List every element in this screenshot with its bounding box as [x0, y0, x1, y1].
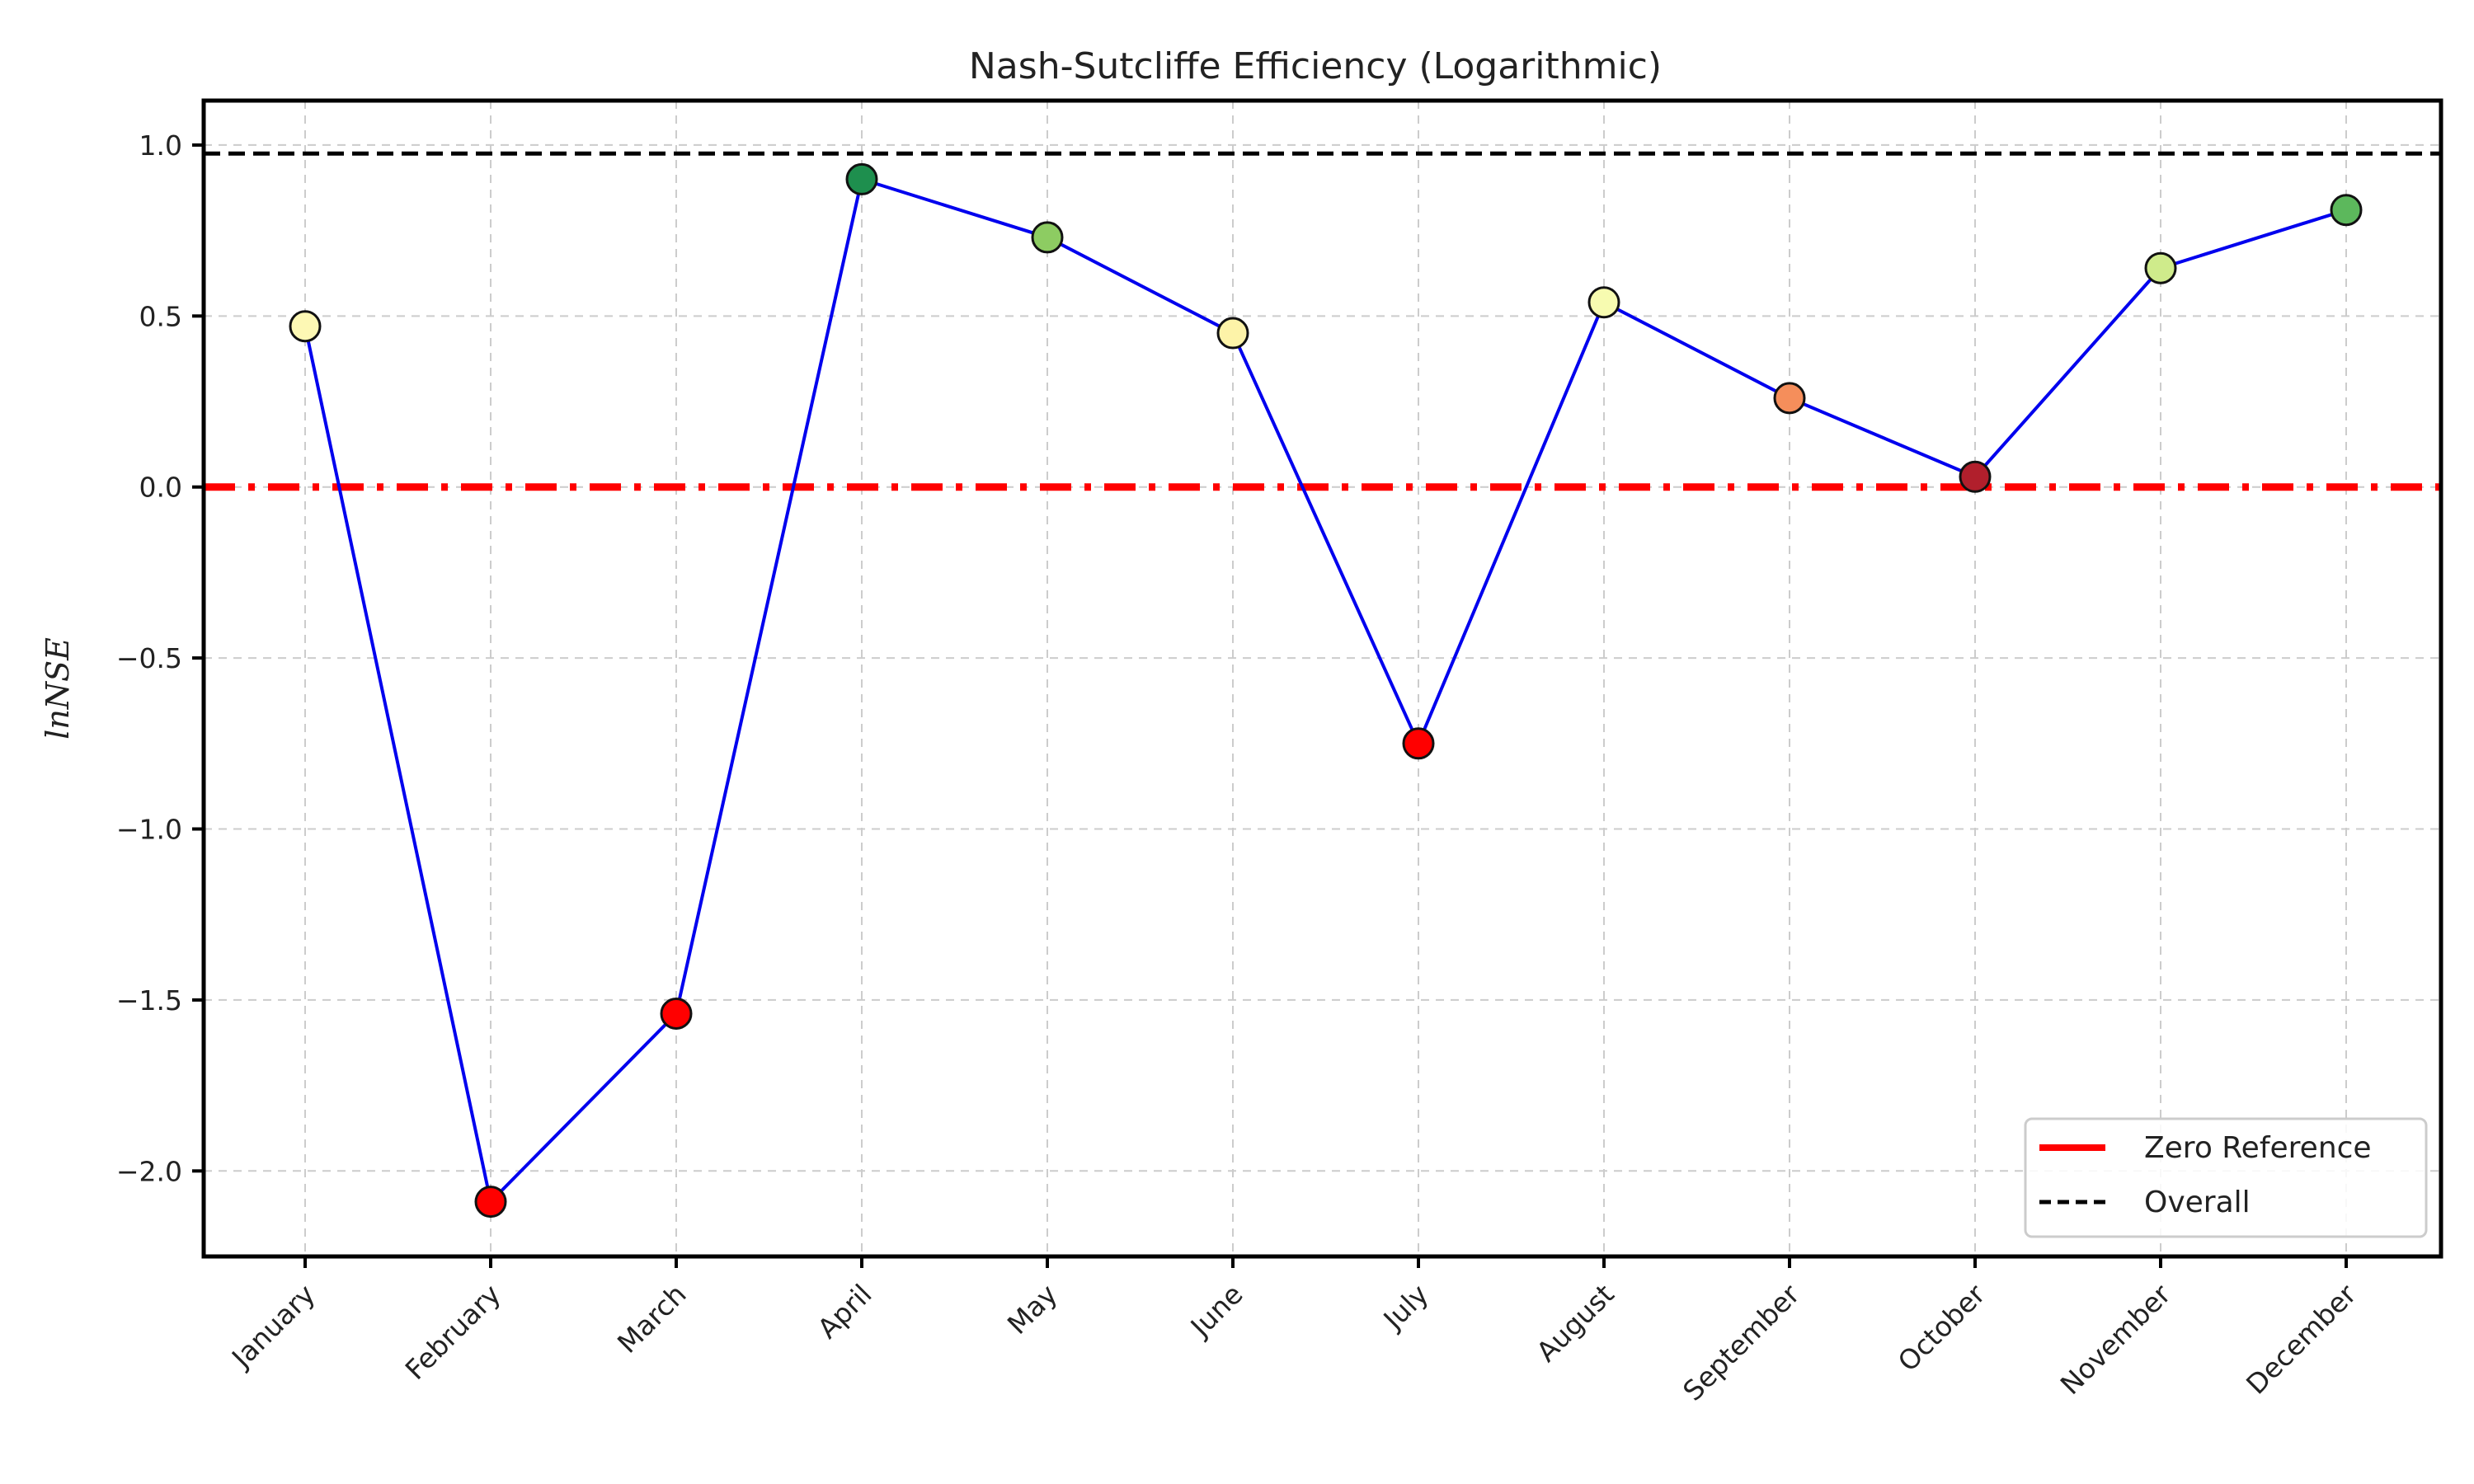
legend-label-zero-reference: Zero Reference [2144, 1131, 2372, 1165]
y-tick-label: 1.0 [139, 129, 182, 162]
legend: Zero Reference Overall [2024, 1117, 2428, 1238]
point-may [1031, 221, 1064, 254]
y-tick-label: −1.5 [116, 984, 182, 1017]
y-tick-label: 0.5 [139, 300, 182, 332]
point-april [845, 162, 878, 195]
legend-label-overall: Overall [2144, 1186, 2251, 1219]
point-june [1216, 317, 1249, 350]
series-line [303, 176, 2347, 1205]
point-july [1402, 727, 1435, 760]
y-axis-label: lnNSE [40, 637, 76, 740]
y-tick-label: −1.0 [116, 814, 182, 846]
point-march [660, 997, 693, 1030]
legend-box [2024, 1117, 2428, 1238]
point-august [1587, 286, 1620, 319]
point-december [2330, 194, 2363, 227]
point-february [474, 1186, 507, 1219]
reference-lines [204, 151, 2441, 491]
y-tick-label: 0.0 [139, 472, 182, 504]
y-tick-label: −2.0 [116, 1155, 182, 1187]
point-november [2144, 251, 2177, 284]
chart-title: Nash-Sutcliffe Efficiency (Logarithmic) [969, 45, 1662, 87]
point-january [289, 310, 322, 343]
y-axis: 1.0 0.5 0.0 −0.5 −1.0 −1.5 −2.0 [116, 129, 204, 1187]
y-tick-label: −0.5 [116, 642, 182, 674]
plot-frame [201, 98, 2443, 1259]
point-september [1773, 382, 1806, 415]
point-october [1959, 460, 1992, 493]
series [289, 162, 2363, 1219]
